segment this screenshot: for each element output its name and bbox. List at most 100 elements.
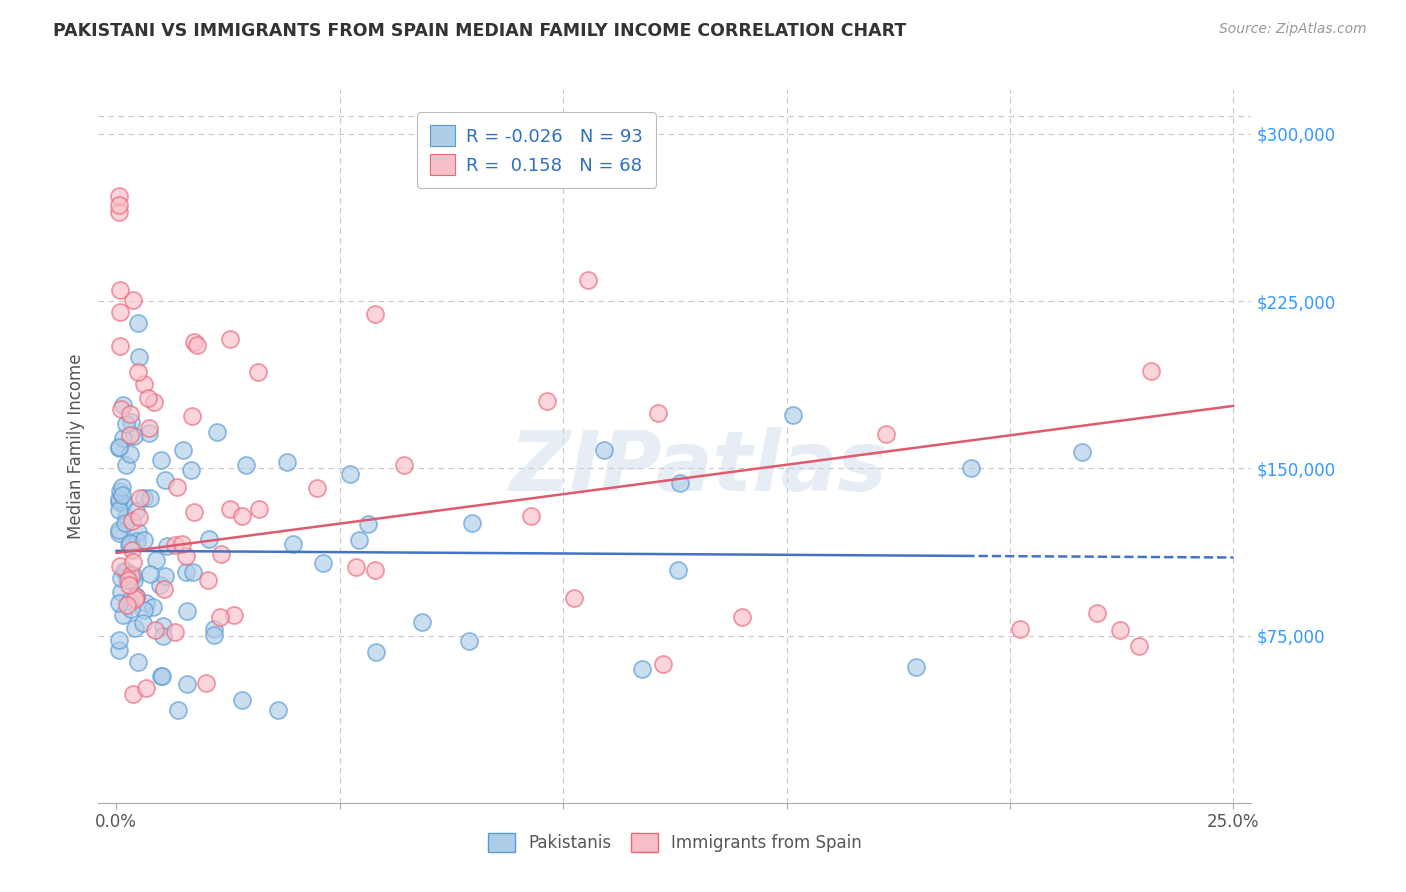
Point	[1108, 624, 1130, 638]
Point	[107, 494, 129, 508]
Point	[208, 609, 231, 624]
Point	[460, 516, 482, 530]
Point	[114, 509, 136, 524]
Point	[120, 536, 142, 550]
Point	[647, 406, 669, 420]
Point	[107, 642, 129, 657]
Point	[668, 563, 690, 577]
Point	[176, 604, 198, 618]
Point	[166, 703, 188, 717]
Point	[111, 488, 134, 502]
Point	[283, 537, 305, 551]
Point	[107, 189, 129, 203]
Point	[132, 533, 155, 548]
Point	[875, 427, 897, 442]
Point	[114, 458, 136, 472]
Point	[782, 409, 804, 423]
Point	[122, 429, 145, 443]
Point	[669, 476, 692, 491]
Point	[1128, 639, 1150, 653]
Point	[218, 501, 240, 516]
Point	[631, 662, 654, 676]
Point	[267, 703, 290, 717]
Point	[135, 681, 157, 695]
Point	[118, 594, 141, 608]
Point	[122, 687, 145, 701]
Point	[202, 628, 225, 642]
Point	[163, 625, 186, 640]
Point	[152, 629, 174, 643]
Point	[180, 463, 202, 477]
Point	[731, 609, 754, 624]
Point	[107, 596, 129, 610]
Point	[121, 602, 143, 616]
Point	[197, 573, 219, 587]
Point	[142, 600, 165, 615]
Point	[520, 508, 543, 523]
Point	[120, 416, 142, 430]
Point	[139, 491, 162, 505]
Point	[172, 537, 194, 551]
Point	[247, 502, 270, 516]
Point	[108, 503, 131, 517]
Point	[312, 556, 335, 570]
Point	[139, 566, 162, 581]
Point	[143, 623, 166, 637]
Point	[112, 565, 135, 579]
Point	[198, 533, 221, 547]
Point	[150, 669, 173, 683]
Point	[132, 602, 155, 616]
Point	[127, 524, 149, 539]
Point	[108, 338, 131, 352]
Point	[174, 549, 197, 563]
Point	[125, 504, 148, 518]
Point	[153, 569, 176, 583]
Point	[148, 578, 170, 592]
Point	[110, 558, 132, 573]
Point	[107, 441, 129, 455]
Text: ZIPatlas: ZIPatlas	[509, 427, 887, 508]
Point	[194, 675, 217, 690]
Text: PAKISTANI VS IMMIGRANTS FROM SPAIN MEDIAN FAMILY INCOME CORRELATION CHART: PAKISTANI VS IMMIGRANTS FROM SPAIN MEDIA…	[53, 22, 907, 40]
Point	[339, 467, 361, 482]
Point	[132, 615, 155, 630]
Point	[108, 305, 131, 319]
Point	[183, 335, 205, 350]
Point	[149, 453, 172, 467]
Point	[128, 350, 150, 364]
Point	[224, 608, 246, 623]
Point	[202, 622, 225, 636]
Point	[138, 425, 160, 440]
Point	[108, 492, 131, 507]
Point	[127, 365, 149, 379]
Point	[363, 307, 385, 321]
Point	[344, 560, 367, 574]
Point	[457, 634, 479, 648]
Legend: Pakistanis, Immigrants from Spain: Pakistanis, Immigrants from Spain	[481, 826, 869, 859]
Point	[1070, 444, 1092, 458]
Point	[114, 516, 136, 530]
Point	[122, 567, 145, 582]
Point	[107, 633, 129, 648]
Point	[111, 608, 134, 623]
Point	[181, 565, 204, 579]
Point	[118, 538, 141, 552]
Point	[651, 657, 673, 672]
Point	[118, 446, 141, 460]
Point	[172, 442, 194, 457]
Point	[165, 538, 187, 552]
Point	[231, 508, 253, 523]
Point	[118, 578, 141, 592]
Point	[127, 533, 149, 548]
Point	[138, 421, 160, 435]
Point	[180, 409, 202, 424]
Point	[145, 552, 167, 566]
Point	[107, 442, 129, 456]
Point	[276, 455, 298, 469]
Point	[107, 523, 129, 537]
Point	[111, 496, 134, 510]
Point	[153, 582, 176, 597]
Point	[592, 443, 614, 458]
Point	[357, 516, 380, 531]
Point	[120, 407, 142, 421]
